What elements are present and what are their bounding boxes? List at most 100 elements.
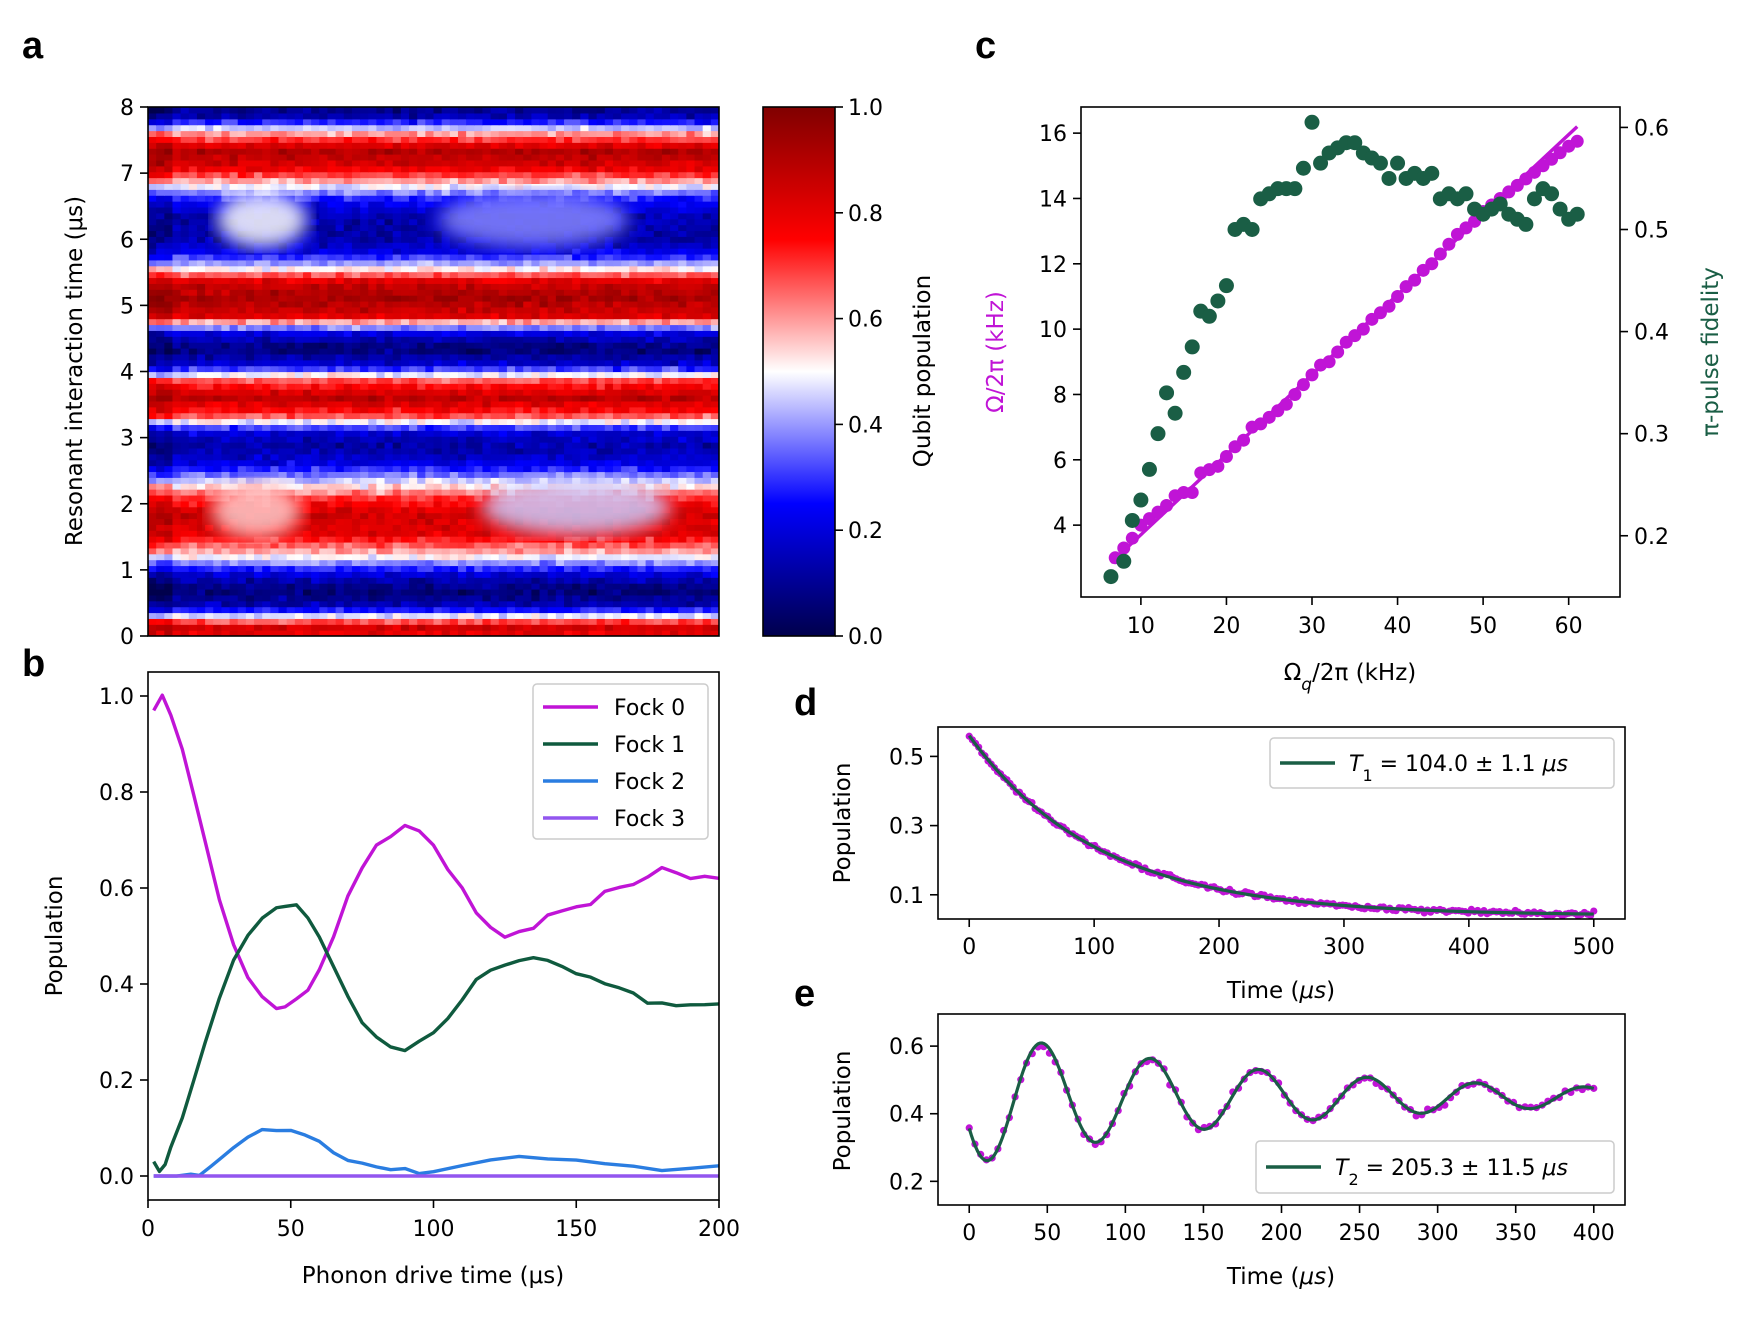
heatmap-cell (384, 389, 394, 396)
heatmap-cell (637, 600, 647, 608)
heatmap-cell (661, 242, 671, 249)
heatmap-cell (188, 230, 198, 237)
heatmap-cell (392, 577, 402, 584)
heatmap-cell (400, 453, 410, 461)
heatmap-cell (188, 436, 198, 443)
heatmap-cell (400, 218, 410, 226)
heatmap-cell (376, 353, 386, 361)
heatmap-cell (254, 365, 263, 373)
heatmap-cell (466, 612, 475, 619)
heatmap-cell (588, 347, 598, 355)
heatmap-cell (392, 494, 402, 502)
heatmap-cell (661, 324, 671, 331)
heatmap-cell (580, 594, 590, 602)
heatmap-cell (629, 430, 639, 437)
heatmap-cell (319, 342, 329, 349)
heatmap-cell (441, 465, 451, 473)
heatmap-cell (376, 565, 386, 572)
heatmap-cell (645, 547, 655, 555)
heatmap-cell (694, 265, 704, 273)
heatmap-cell (180, 471, 190, 478)
heatmap-cell (343, 312, 353, 320)
heatmap-cell (392, 418, 402, 425)
heatmap-cell (286, 583, 296, 590)
heatmap-cell (564, 277, 573, 284)
heatmap-cell (196, 588, 206, 596)
heatmap-cell (368, 571, 377, 578)
heatmap-cell (221, 347, 231, 355)
heatmap-cell (457, 553, 467, 561)
heatmap-cell (213, 289, 223, 296)
heatmap-cell (229, 612, 239, 619)
heatmap-cell (384, 230, 394, 237)
heatmap-cell (637, 424, 647, 431)
heatmap-cell (645, 465, 655, 473)
heatmap-cell (629, 583, 639, 590)
heatmap-cell (604, 577, 614, 584)
heatmap-cell (539, 606, 549, 614)
heatmap-cell (490, 489, 500, 496)
heatmap-cell (286, 600, 296, 608)
heatmap-cell (474, 618, 484, 625)
heatmap-cell (286, 536, 296, 543)
heatmap-cell (229, 353, 239, 361)
heatmap-cell (564, 330, 573, 337)
heatmap-cell (294, 271, 304, 279)
heatmap-cell (449, 271, 459, 279)
heatmap-cell (327, 489, 337, 496)
heatmap-cell (498, 353, 508, 361)
heatmap-cell (490, 630, 500, 636)
heatmap-cell (433, 459, 443, 467)
heatmap-cell (172, 248, 182, 255)
heatmap-cell (441, 295, 451, 302)
heatmap-cell (596, 395, 606, 402)
heatmap-cell (311, 588, 320, 596)
heatmap-cell (294, 248, 304, 255)
heatmap-cell (661, 336, 671, 343)
heatmap-cell (196, 336, 206, 343)
heatmap-cell (441, 489, 451, 496)
heatmap-cell (449, 588, 459, 596)
heatmap-cell (351, 271, 361, 279)
heatmap-cell (433, 530, 443, 537)
heatmap-cell (433, 395, 443, 402)
heatmap-cell (482, 324, 492, 331)
heatmap-cell (661, 230, 671, 237)
heatmap-cell (221, 377, 231, 384)
heatmap-cell (148, 230, 157, 237)
heatmap-cell (343, 230, 353, 237)
heatmap-cell (457, 594, 467, 602)
heatmap-cell (164, 442, 174, 449)
heatmap-cell (221, 277, 231, 284)
heatmap-cell (670, 259, 679, 267)
heatmap-cell (311, 212, 320, 220)
heatmap-cell (441, 359, 451, 367)
heatmap-cell (384, 624, 394, 631)
heatmap-cell (653, 353, 663, 361)
heatmap-cell (449, 424, 459, 431)
heatmap-cell (148, 218, 157, 226)
heatmap-cell (645, 559, 655, 567)
heatmap-cell (164, 565, 174, 572)
heatmap-cell (457, 459, 467, 467)
heatmap-cell (327, 395, 337, 402)
heatmap-cell (319, 259, 329, 267)
heatmap-cell (196, 612, 206, 619)
heatmap-cell (205, 418, 214, 425)
heatmap-cell (482, 248, 492, 255)
heatmap-cell (596, 600, 606, 608)
heatmap-cell (449, 559, 459, 567)
heatmap-cell (148, 371, 157, 378)
heatmap-cell (482, 447, 492, 455)
heatmap-cell (221, 312, 231, 320)
heatmap-cell (180, 512, 190, 520)
heatmap-cell (457, 536, 467, 543)
heatmap-cell (392, 547, 402, 555)
heatmap-cell (351, 224, 361, 232)
heatmap-cell (188, 389, 198, 396)
heatmap-cell (400, 530, 410, 537)
heatmap-cell (286, 248, 296, 255)
heatmap-cell (670, 289, 679, 296)
heatmap-cell (196, 465, 206, 473)
heatmap-cell (572, 283, 581, 290)
